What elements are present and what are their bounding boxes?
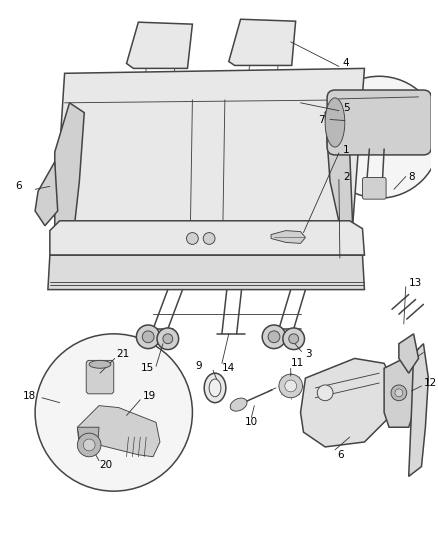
Circle shape [136, 325, 160, 349]
FancyBboxPatch shape [363, 177, 386, 199]
Polygon shape [384, 358, 419, 427]
Polygon shape [409, 344, 428, 477]
Text: 7: 7 [318, 115, 325, 125]
Text: 1: 1 [343, 145, 350, 155]
Polygon shape [48, 255, 364, 289]
Text: 11: 11 [291, 358, 304, 368]
Polygon shape [55, 68, 364, 225]
Polygon shape [325, 100, 353, 225]
Text: 19: 19 [143, 391, 156, 401]
Circle shape [317, 385, 333, 401]
Ellipse shape [209, 379, 221, 397]
Ellipse shape [204, 373, 226, 402]
FancyBboxPatch shape [86, 360, 114, 394]
Circle shape [142, 331, 154, 343]
Text: 21: 21 [117, 349, 130, 359]
Polygon shape [35, 162, 58, 225]
Circle shape [279, 374, 303, 398]
Circle shape [268, 331, 280, 343]
Circle shape [163, 334, 173, 344]
Circle shape [395, 389, 403, 397]
Text: 5: 5 [343, 103, 350, 112]
Ellipse shape [230, 398, 247, 411]
Polygon shape [229, 19, 296, 66]
Text: 6: 6 [337, 450, 343, 460]
Circle shape [35, 334, 192, 491]
Ellipse shape [325, 98, 345, 147]
Polygon shape [127, 22, 192, 68]
Polygon shape [78, 427, 99, 452]
Polygon shape [50, 221, 364, 255]
Text: 3: 3 [305, 349, 312, 359]
Text: 6: 6 [15, 181, 22, 191]
Circle shape [283, 328, 304, 350]
Circle shape [289, 334, 299, 344]
Circle shape [157, 328, 179, 350]
Text: 20: 20 [99, 459, 112, 470]
Text: 13: 13 [409, 278, 422, 288]
Ellipse shape [89, 360, 111, 368]
Circle shape [262, 325, 286, 349]
FancyBboxPatch shape [327, 90, 431, 155]
Polygon shape [300, 358, 394, 447]
Text: 2: 2 [343, 172, 350, 182]
Text: 18: 18 [22, 391, 35, 401]
Circle shape [318, 76, 438, 198]
Circle shape [78, 433, 101, 457]
Text: 10: 10 [244, 417, 258, 427]
Text: 8: 8 [409, 172, 415, 182]
Text: 9: 9 [195, 361, 202, 372]
Circle shape [391, 385, 407, 401]
Circle shape [285, 380, 297, 392]
Circle shape [187, 232, 198, 244]
Text: 14: 14 [222, 364, 235, 373]
Circle shape [83, 439, 95, 451]
Polygon shape [78, 406, 160, 457]
Polygon shape [55, 103, 84, 225]
Text: 12: 12 [424, 378, 437, 388]
Polygon shape [399, 334, 419, 373]
Polygon shape [271, 231, 305, 244]
Circle shape [203, 232, 215, 244]
Text: 4: 4 [343, 59, 350, 68]
Text: 15: 15 [141, 364, 155, 373]
